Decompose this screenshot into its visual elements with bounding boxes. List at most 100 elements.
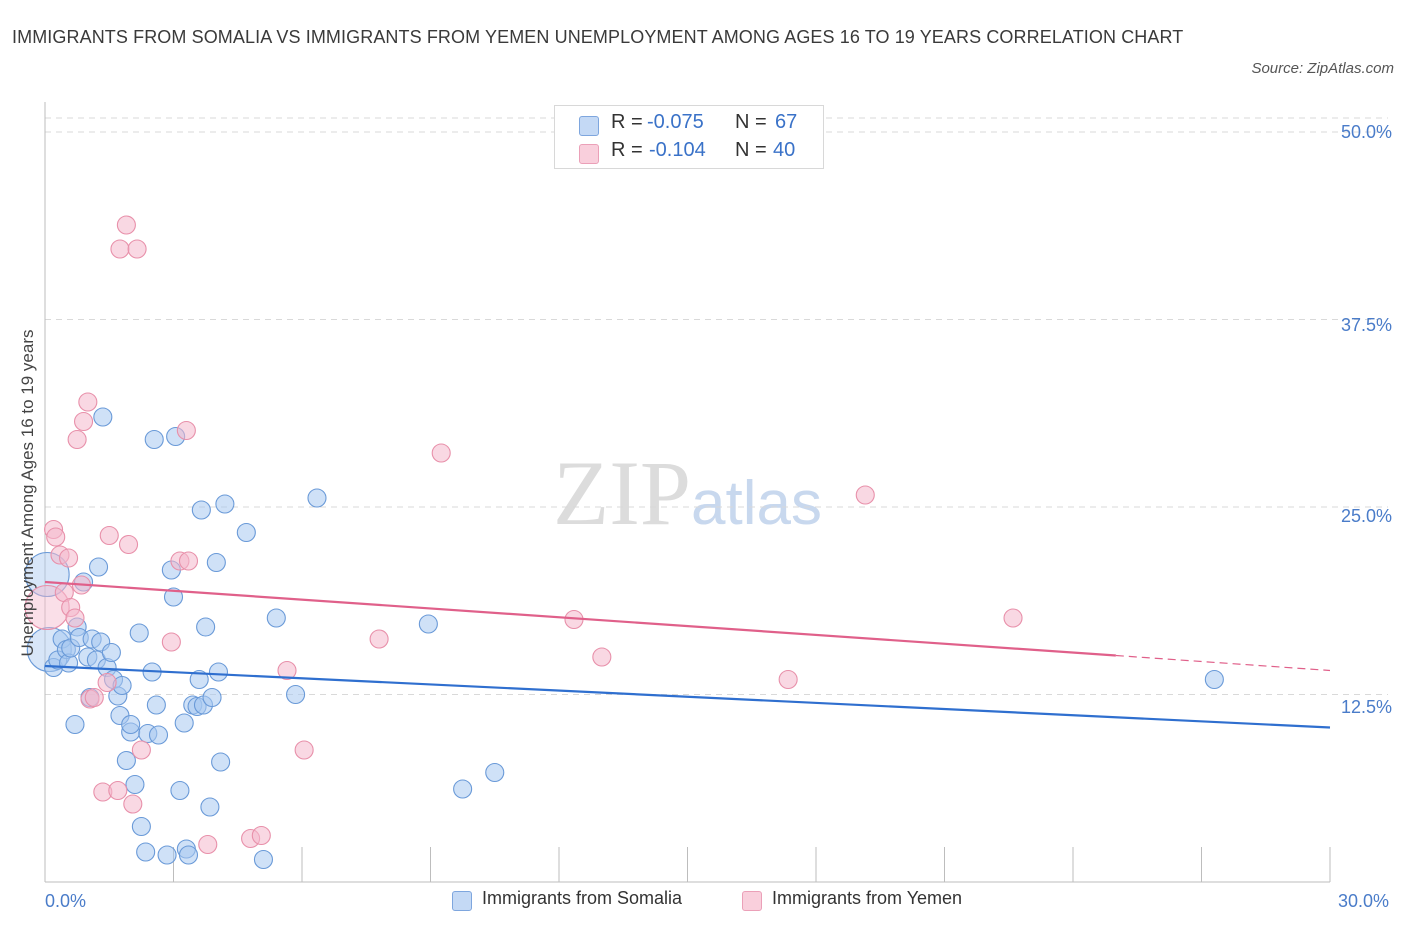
x-tick-label: 30.0%	[1338, 891, 1390, 911]
somalia-point	[129, 623, 149, 643]
somalia-point	[131, 816, 151, 837]
somalia-point	[163, 587, 184, 607]
y-axis-label: Unemployment Among Ages 16 to 19 years	[18, 329, 37, 657]
y-tick-label: 12.5%	[1340, 697, 1392, 717]
yemen-trend-line	[44, 580, 1116, 657]
yemen-point	[74, 411, 94, 432]
yemen-point	[46, 527, 66, 547]
n-value: 40	[773, 139, 796, 161]
yemen-point	[277, 660, 297, 681]
somalia-point	[189, 669, 209, 690]
yemen-point	[1003, 608, 1023, 628]
somalia-point	[144, 429, 164, 450]
grid-lines	[45, 117, 1388, 695]
somalia-point	[148, 725, 169, 745]
yemen-point	[59, 548, 79, 568]
somalia-point	[253, 849, 274, 870]
y-tick-label: 37.5%	[1340, 315, 1392, 335]
yemen-point	[198, 834, 218, 855]
somalia-point	[157, 845, 177, 865]
somalia-point	[286, 684, 306, 705]
yemen-point	[127, 239, 147, 259]
somalia-point	[178, 845, 199, 865]
r-label: R =	[611, 139, 643, 161]
yemen-point	[131, 740, 151, 760]
r-label: R =	[611, 111, 643, 133]
yemen-point	[123, 794, 143, 814]
somalia-point	[202, 687, 222, 708]
chart-title: IMMIGRANTS FROM SOMALIA VS IMMIGRANTS FR…	[12, 27, 1184, 47]
x-tick-label: 0.0%	[45, 891, 87, 911]
somalia-point	[236, 522, 256, 543]
r-value: -0.104	[649, 139, 706, 161]
watermark: ZIPatlas	[553, 440, 822, 546]
yemen-point	[65, 608, 85, 628]
somalia-point	[453, 779, 473, 799]
yemen-point	[294, 740, 314, 760]
yemen-point	[176, 420, 196, 441]
somalia-point	[485, 762, 505, 783]
watermark-atlas: atlas	[691, 469, 822, 538]
n-value: 67	[775, 111, 798, 133]
source-label: Source: ZipAtlas.com	[1251, 60, 1394, 77]
somalia-swatch	[579, 116, 599, 136]
y-tick-label: 50.0%	[1340, 122, 1392, 142]
yemen-point	[84, 687, 104, 708]
yemen-point	[855, 485, 875, 505]
y-tick-label: 25.0%	[1340, 506, 1392, 526]
n-label: N =	[735, 111, 767, 133]
somalia-point	[206, 552, 226, 573]
somalia-point	[116, 750, 136, 771]
watermark-zip: ZIP	[553, 442, 691, 544]
somalia-point	[146, 695, 166, 715]
yemen-point	[110, 239, 130, 259]
yemen-swatch	[579, 144, 599, 164]
yemen-points	[24, 215, 1023, 855]
yemen-point	[118, 534, 139, 555]
axes	[44, 102, 1331, 883]
yemen-point	[116, 215, 136, 235]
somalia-point	[215, 494, 235, 514]
somalia-point	[208, 662, 229, 682]
r-value: -0.075	[647, 111, 704, 133]
somalia-point	[121, 714, 141, 735]
somalia-points	[24, 407, 1224, 870]
yemen-point	[178, 551, 199, 571]
somalia-point	[266, 608, 286, 628]
somalia-point	[211, 752, 231, 772]
somalia-point	[191, 500, 211, 520]
somalia-point	[65, 714, 85, 735]
trend-lines	[44, 580, 1331, 729]
yemen-point	[778, 669, 798, 690]
yemen-point	[99, 525, 119, 546]
n-label: N =	[735, 139, 767, 161]
somalia-point	[1204, 669, 1224, 690]
legend-label: Immigrants from Yemen	[772, 888, 963, 908]
somalia-point	[200, 797, 220, 817]
somalia-point	[307, 488, 327, 508]
somalia-point	[196, 617, 216, 637]
somalia-point	[101, 642, 121, 663]
yemen-point	[592, 647, 612, 667]
somalia-point	[93, 407, 113, 427]
yemen-legend-swatch	[742, 891, 762, 911]
somalia-point	[170, 780, 190, 801]
stats-legend-box: R = -0.075 N = 67 R = -0.104 N = 40	[554, 105, 824, 169]
somalia-point	[174, 713, 194, 733]
yemen-point	[369, 629, 389, 649]
legend-label: Immigrants from Somalia	[482, 888, 683, 908]
yemen-point	[161, 632, 181, 652]
yemen-point	[251, 825, 271, 846]
somalia-legend-swatch	[452, 891, 472, 911]
yemen-point	[431, 443, 451, 463]
somalia-point	[88, 557, 109, 577]
yemen-point	[78, 392, 98, 412]
yemen-point	[97, 672, 117, 693]
somalia-point	[125, 774, 145, 795]
somalia-point	[136, 842, 156, 862]
yemen-point	[108, 780, 128, 801]
yemen-trend-extension	[1115, 654, 1331, 672]
somalia-trend-line	[44, 664, 1331, 729]
somalia-point	[418, 614, 438, 634]
yemen-point	[67, 429, 87, 450]
